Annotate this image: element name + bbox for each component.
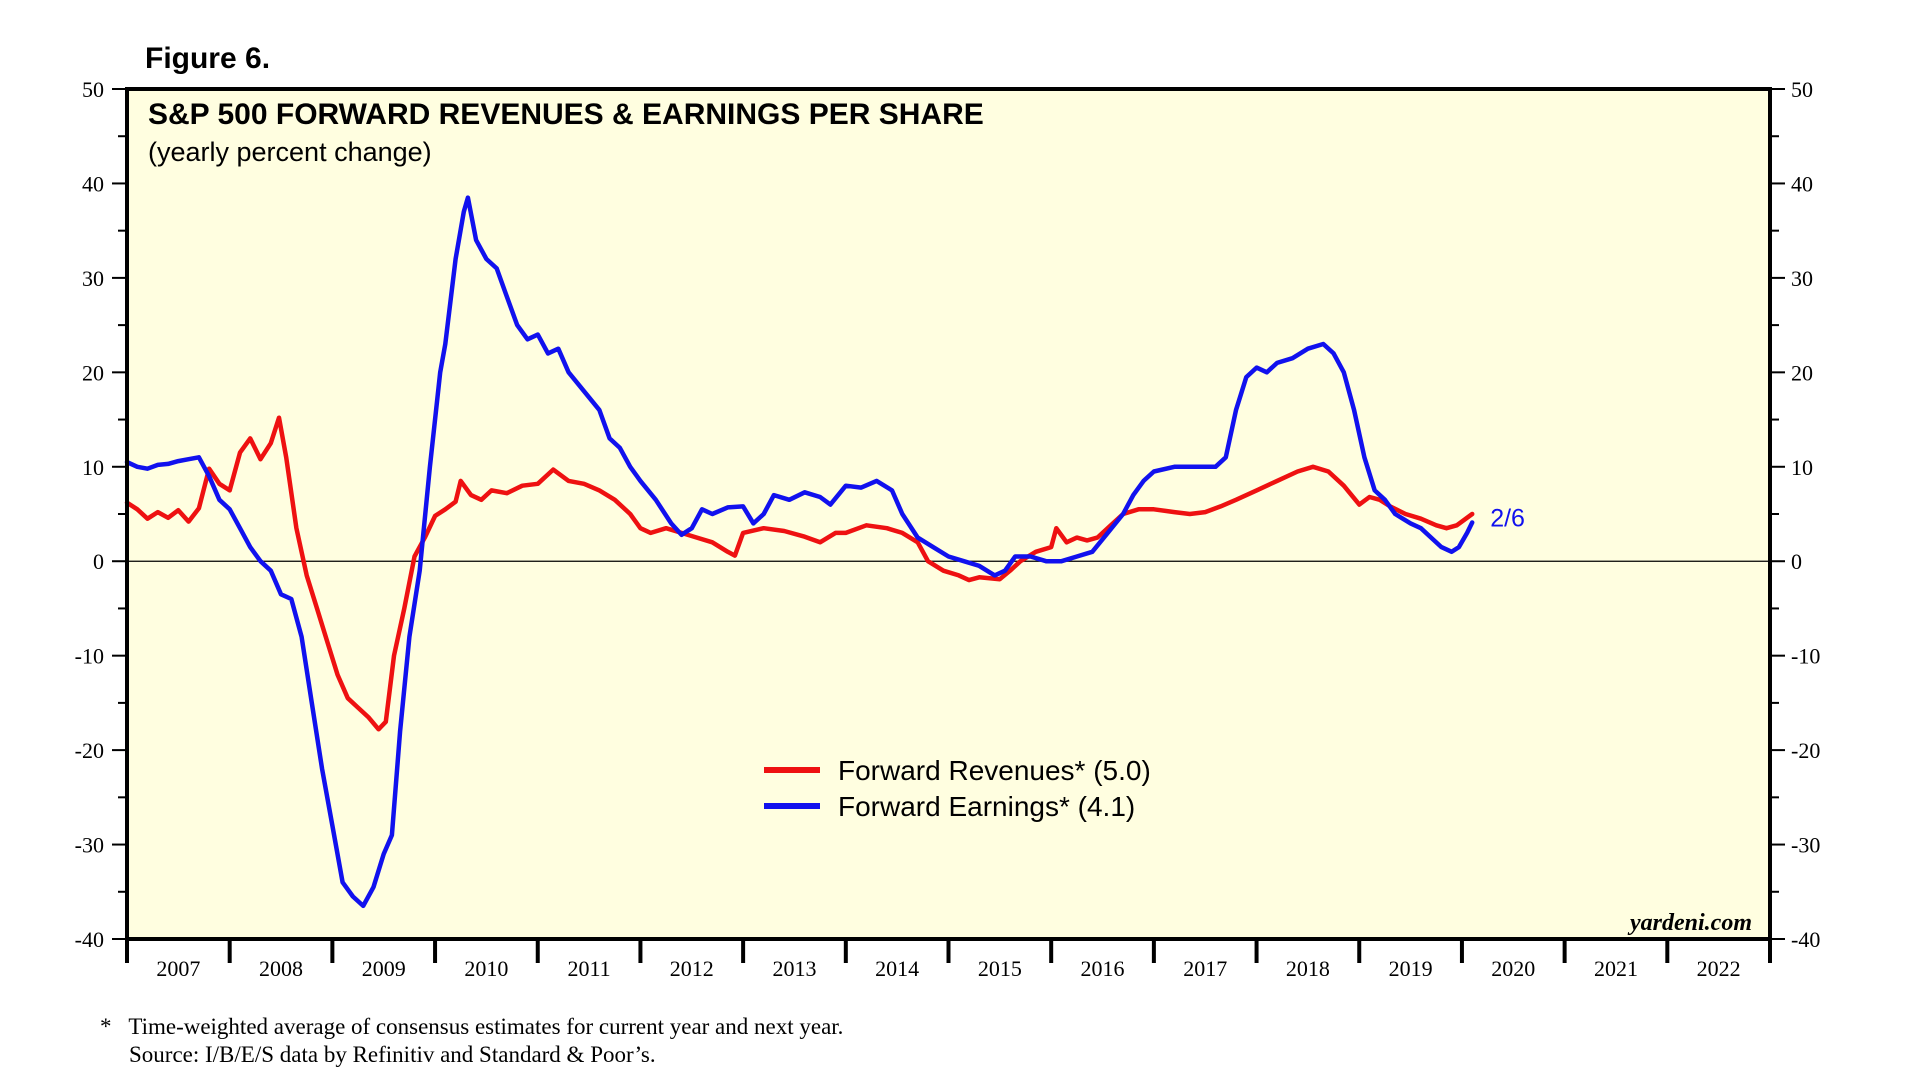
y-tick-label-right: 30 — [1791, 266, 1813, 291]
y-tick-label-left: 20 — [82, 360, 104, 385]
series-group: 2/6 — [124, 195, 1525, 909]
x-tick-label: 2013 — [772, 956, 816, 981]
x-tick-label: 2008 — [259, 956, 303, 981]
legend-label-revenues: Forward Revenues* (5.0) — [838, 755, 1151, 786]
footnote-source: Source: I/B/E/S data by Refinitiv and St… — [129, 1042, 656, 1067]
y-tick-label-right: 40 — [1791, 171, 1813, 196]
x-tick-label: 2022 — [1697, 956, 1741, 981]
y-tick-label-left: 40 — [82, 171, 104, 196]
series-line-earnings — [124, 195, 1475, 909]
legend-label-earnings: Forward Earnings* (4.1) — [838, 791, 1135, 822]
source-watermark: yardeni.com — [1627, 910, 1752, 936]
plot-area — [127, 89, 1770, 939]
y-tick-label-left: -40 — [75, 927, 104, 952]
x-tick-label: 2021 — [1594, 956, 1638, 981]
y-tick-label-left: -20 — [75, 738, 104, 763]
y-axis-left: -40 -30 -20 -10 0 10 20 30 40 50 — [75, 77, 127, 952]
y-tick-label-right: -10 — [1791, 644, 1820, 669]
date-annotation: 2/6 — [1490, 505, 1525, 533]
chart-title: S&P 500 FORWARD REVENUES & EARNINGS PER … — [148, 98, 984, 131]
chart-subtitle: (yearly percent change) — [148, 137, 432, 167]
y-tick-label-left: 50 — [82, 77, 104, 102]
x-tick-label: 2009 — [362, 956, 406, 981]
x-tick-label: 2012 — [670, 956, 714, 981]
y-tick-label-right: 20 — [1791, 360, 1813, 385]
x-axis: 2007 2008 2009 2010 2011 2012 2013 2014 2015 2016… — [125, 939, 1772, 981]
legend: Forward Revenues* (5.0) Forward Earnings… — [764, 755, 1151, 822]
figure-label: Figure 6. — [145, 42, 270, 75]
y-tick-label-right: -30 — [1791, 833, 1820, 858]
x-tick-label: 2019 — [1389, 956, 1433, 981]
y-tick-label-left: 0 — [93, 549, 104, 574]
y-tick-label-right: -40 — [1791, 927, 1820, 952]
x-tick-label: 2010 — [464, 956, 508, 981]
y-tick-label-right: 0 — [1791, 549, 1802, 574]
y-tick-label-right: 10 — [1791, 455, 1813, 480]
footnote-asterisk: * Time-weighted average of consensus est… — [100, 1014, 843, 1039]
x-tick-label: 2016 — [1081, 956, 1125, 981]
y-tick-label-left: 10 — [82, 455, 104, 480]
x-tick-label: 2007 — [156, 956, 200, 981]
x-tick-label: 2017 — [1183, 956, 1227, 981]
x-tick-label: 2020 — [1491, 956, 1535, 981]
y-tick-label-right: -20 — [1791, 738, 1820, 763]
y-tick-label-left: 30 — [82, 266, 104, 291]
y-tick-label-left: -10 — [75, 644, 104, 669]
y-axis-right: -40 -30 -20 -10 0 10 20 30 40 50 — [1770, 77, 1820, 952]
series-line-revenues — [124, 415, 1475, 732]
x-tick-label: 2015 — [978, 956, 1022, 981]
y-tick-label-right: 50 — [1791, 77, 1813, 102]
y-tick-label-left: -30 — [75, 833, 104, 858]
x-tick-label: 2014 — [875, 956, 919, 981]
x-tick-label: 2018 — [1286, 956, 1330, 981]
x-tick-label: 2011 — [568, 956, 611, 981]
